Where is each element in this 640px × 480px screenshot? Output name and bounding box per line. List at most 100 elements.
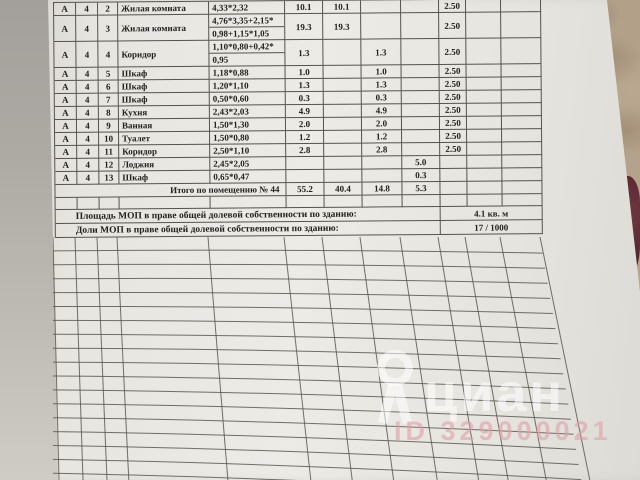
- cell-total-area: [286, 156, 325, 171]
- cell-dimensions: 2,50*1,10: [210, 144, 287, 158]
- cell-letter: А: [54, 106, 77, 120]
- cell-aux-area: 1.3: [361, 39, 402, 66]
- cell-room-number: 7: [98, 93, 119, 107]
- cell-extra-2: [502, 181, 543, 195]
- cell-dimensions: 2,43*2,03: [209, 105, 286, 119]
- cell-room-number: 10: [99, 132, 120, 146]
- totals-aux-area: 14.8: [362, 182, 403, 196]
- cell-room-number: 9: [98, 119, 120, 133]
- cell-height: 2.50: [440, 142, 468, 156]
- cell-living-area: [324, 143, 363, 157]
- cell-letter: А: [54, 15, 77, 42]
- cell-total-area: 19.3: [285, 13, 324, 41]
- cell-letter: А: [54, 2, 77, 16]
- empty-cell: [502, 194, 543, 207]
- totals-height: [440, 181, 468, 195]
- cell-room-number: 11: [99, 145, 120, 159]
- cell-room-name: Кухня: [118, 105, 210, 120]
- cell-loggia-area: [401, 116, 441, 131]
- cell-loggia-area: [401, 77, 440, 92]
- cell-floor: 4: [76, 119, 100, 133]
- cell-loggia-area: [402, 129, 441, 144]
- cell-living-area: [323, 78, 362, 92]
- cell-dimensions: 4,33*2,32: [209, 1, 286, 15]
- cell-extra-1: [466, 90, 502, 104]
- table-row: А 4 4 Коридор 1,10*0,80+0,42* 0,95 1.3 1.3 2.50: [54, 38, 542, 68]
- cell-room-name: Жилая комната: [118, 1, 210, 16]
- cell-loggia-area: 0.3: [402, 168, 441, 183]
- cell-extra-2: [501, 103, 542, 117]
- cell-height: 2.50: [439, 77, 467, 91]
- cell-aux-area: [360, 0, 402, 14]
- cell-aux-area: 1.3: [361, 78, 402, 92]
- cell-floor: 4: [76, 2, 99, 16]
- cell-extra-2: [501, 38, 542, 65]
- cell-room-number: 12: [99, 158, 120, 172]
- cell-height: 2.50: [438, 0, 467, 13]
- cell-room-name: Шкаф: [118, 79, 210, 94]
- cell-height: 2.50: [439, 116, 468, 130]
- cell-total-area: 1.2: [286, 130, 325, 145]
- cell-extra-2: [500, 0, 542, 13]
- cell-loggia-area: [401, 64, 440, 79]
- cell-loggia-area: 5.0: [402, 155, 441, 170]
- cell-extra-2: [501, 90, 542, 104]
- cell-loggia-area: [401, 90, 440, 105]
- cell-floor: 4: [76, 15, 99, 42]
- cell-extra-1: [467, 129, 503, 143]
- cell-room-name: Коридор: [118, 40, 210, 68]
- cell-aux-area: 2.8: [362, 143, 403, 157]
- cell-dimensions: 1,18*0,88: [209, 66, 286, 80]
- cell-aux-area: 0.3: [361, 91, 402, 105]
- cell-extra-1: [466, 64, 502, 78]
- cell-extra-2: [502, 129, 543, 143]
- cell-total-area: 1.3: [285, 39, 324, 67]
- cell-living-area: [323, 65, 362, 79]
- cell-floor: 4: [76, 93, 99, 107]
- dimension-line-2: 0,98+1,15*1,05: [212, 28, 270, 39]
- cell-extra-2: [502, 155, 543, 169]
- empty-cell: [402, 194, 441, 208]
- cell-total-area: 10.1: [285, 0, 324, 15]
- cell-room-name: Шкаф: [118, 92, 210, 107]
- cell-floor: 4: [76, 67, 99, 81]
- cell-height: 2.50: [440, 129, 468, 143]
- mop-area-value: 4.1 кв. м: [440, 206, 543, 221]
- empty-cell: [77, 197, 100, 210]
- cell-dimensions: 4,76*3,35+2,15* 0,98+1,15*1,05: [209, 14, 286, 41]
- cell-loggia-area: [401, 12, 440, 40]
- cell-letter: А: [55, 145, 78, 159]
- cell-loggia-area: [402, 142, 441, 157]
- cell-room-name: Коридор: [119, 144, 211, 159]
- cell-living-area: 19.3: [323, 13, 362, 40]
- cell-height: [440, 155, 468, 169]
- empty-cell: [467, 194, 503, 207]
- cell-height: 2.50: [439, 90, 467, 104]
- cell-letter: А: [55, 171, 78, 185]
- cell-dimensions: 0,50*0,60: [209, 92, 286, 106]
- totals-living-area: 40.4: [324, 182, 363, 196]
- cell-letter: А: [54, 67, 77, 81]
- cell-extra-2: [502, 142, 543, 156]
- cell-total-area: 1.0: [285, 65, 324, 80]
- cell-letter: А: [54, 80, 77, 94]
- empty-cell: [440, 194, 468, 207]
- cell-extra-2: [502, 168, 543, 182]
- cell-living-area: [323, 91, 362, 105]
- table-row: А 4 3 Жилая комната 4,76*3,35+2,15* 0,98+1,15…: [54, 12, 542, 42]
- explication-table: А 4 2 Жилая комната 4,33*2,32 10.1 10.1 2.50 А 4 3…: [53, 0, 543, 238]
- cell-extra-1: [466, 12, 502, 39]
- cell-room-name: Жилая комната: [118, 14, 210, 42]
- cell-floor: 4: [77, 158, 100, 172]
- empty-cell: [55, 197, 78, 210]
- cell-extra-1: [466, 103, 502, 117]
- cell-aux-area: 4.9: [361, 104, 402, 118]
- cell-height: [440, 168, 468, 182]
- empty-cell: [210, 196, 287, 209]
- cell-loggia-area: [401, 38, 440, 66]
- empty-cell: [99, 197, 120, 210]
- cell-aux-area: [361, 13, 402, 40]
- cell-letter: А: [54, 41, 77, 68]
- cell-aux-area: [362, 169, 403, 183]
